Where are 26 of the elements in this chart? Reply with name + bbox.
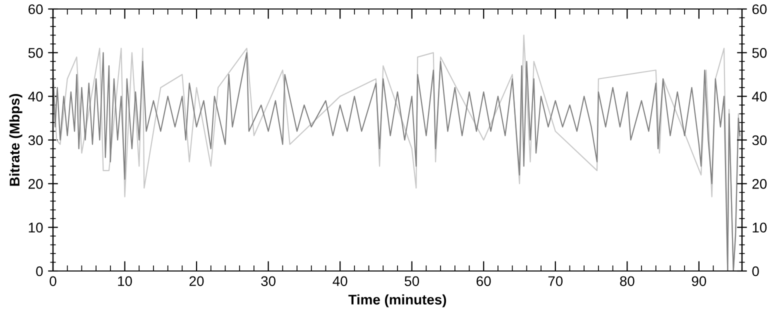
y-tick-label: 60 xyxy=(28,4,43,14)
x-tick-label: 50 xyxy=(404,276,420,286)
y-tick-label: 30 xyxy=(28,135,43,146)
x-tick-label: 10 xyxy=(118,276,132,286)
y-tick-label: 0 xyxy=(36,266,43,276)
x-tick-label: 70 xyxy=(548,276,563,286)
y2-tick-label: 40 xyxy=(752,92,767,102)
y-tick-label: 10 xyxy=(28,222,43,233)
x-tick-label: 40 xyxy=(332,276,348,286)
y-axis-title: Bitrate (Mbps) xyxy=(9,94,22,186)
y2-tick-label: 10 xyxy=(752,222,767,233)
x-tick-label: 0 xyxy=(50,276,56,286)
x-tick-label: 80 xyxy=(620,276,634,286)
y-tick-label: 50 xyxy=(28,48,43,58)
y-tick-label: 40 xyxy=(28,92,43,102)
x-tick-label: 20 xyxy=(190,276,204,286)
x-tick-label: 90 xyxy=(692,276,706,286)
x-tick-label: 30 xyxy=(261,276,276,286)
y2-tick-label: 20 xyxy=(752,179,767,189)
y2-tick-label: 0 xyxy=(752,266,759,276)
x-axis-title: Time (minutes) xyxy=(348,294,446,308)
y2-tick-label: 30 xyxy=(752,135,767,146)
x-tick-label: 60 xyxy=(476,276,491,286)
y2-tick-label: 50 xyxy=(752,48,767,58)
y-tick-label: 20 xyxy=(28,179,43,189)
y2-tick-label: 60 xyxy=(752,4,767,14)
